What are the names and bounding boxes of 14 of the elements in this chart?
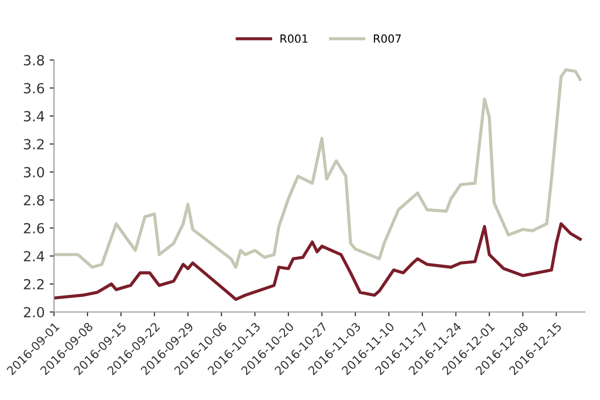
y-tick-label: 2.2 — [24, 278, 44, 290]
y-tick-label: 2.0 — [24, 306, 44, 318]
legend-label: R001 — [280, 34, 308, 43]
y-tick-label: 3.0 — [24, 166, 44, 178]
y-tick-label: 2.4 — [24, 250, 44, 262]
y-tick-label: 3.6 — [24, 82, 44, 94]
legend-label: R007 — [374, 34, 401, 43]
y-tick-label: 2.6 — [24, 222, 44, 234]
line-series — [54, 222, 582, 301]
y-tick-label: 3.4 — [24, 110, 44, 122]
y-tick-label: 3.8 — [24, 54, 44, 66]
y-tick-label: 2.8 — [24, 194, 44, 206]
y-tick-label: 3.2 — [24, 138, 44, 150]
line-series — [54, 68, 582, 269]
